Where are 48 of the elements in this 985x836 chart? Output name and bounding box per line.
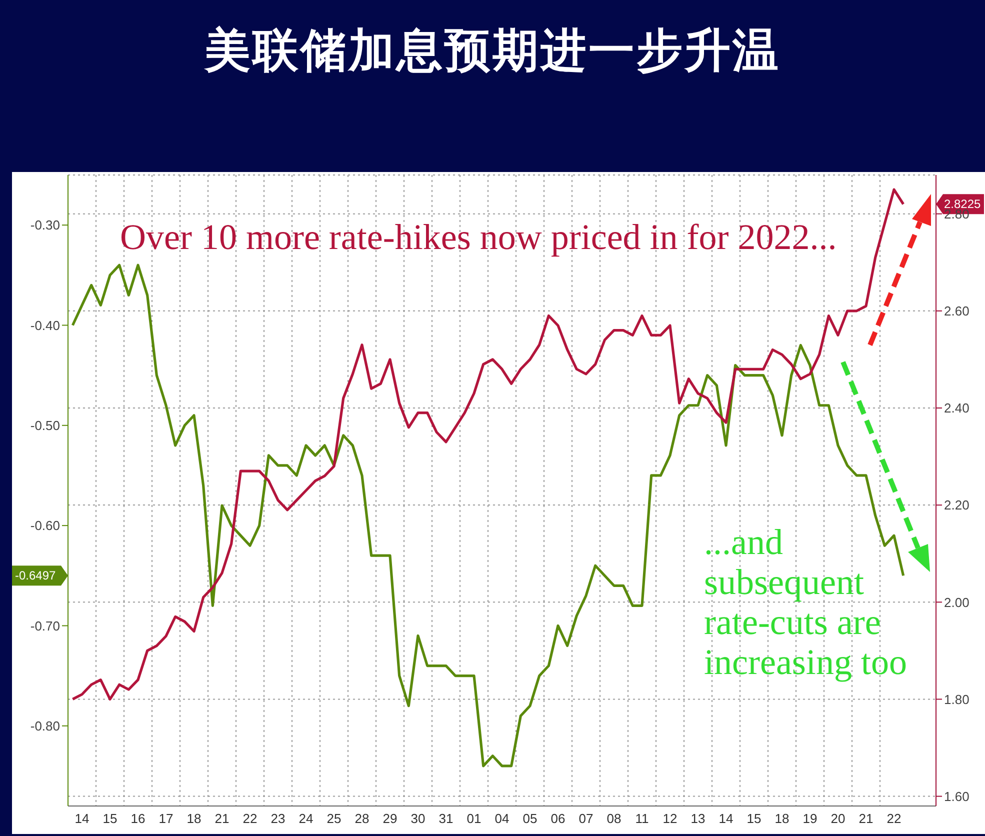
x-tick-label: 16 [130, 811, 146, 826]
x-tick-label: 06 [550, 811, 566, 826]
x-tick-label: 22 [886, 811, 902, 826]
y2-tick-label: 2.60 [944, 304, 970, 319]
x-tick-label: 17 [158, 811, 174, 826]
y-tick-label: -0.80 [30, 718, 60, 734]
x-tick-label: 14 [74, 811, 90, 826]
y-tick-label: -0.50 [30, 418, 60, 434]
x-tick-label: 18 [774, 811, 790, 826]
x-tick-label: 25 [326, 811, 342, 826]
y-tick-label: -0.30 [30, 218, 60, 233]
text: -0.6497 [15, 568, 56, 583]
x-tick-label: 31 [438, 811, 454, 826]
x-tick-label: 14 [718, 811, 734, 826]
x-tick-label: 22 [242, 811, 258, 826]
y2-tick-label: 1.60 [944, 788, 970, 804]
x-tick-label: 05 [522, 811, 538, 826]
x-tick-label: 15 [746, 811, 762, 826]
y-tick-label: -0.70 [30, 618, 60, 634]
line-series [71, 264, 905, 768]
line-series [71, 188, 905, 701]
x-tick-label: 29 [382, 811, 398, 826]
x-tick-label: 15 [102, 811, 118, 826]
x-tick-label: 08 [606, 811, 622, 826]
x-tick-label: 07 [578, 811, 594, 826]
annotation: ...and subsequent rate-cuts are increasing too [704, 522, 908, 682]
y2-tick-label: 2.40 [944, 400, 970, 416]
x-tick-label: 12 [662, 811, 678, 826]
y2-tick-label: 2.20 [944, 498, 970, 513]
y2-tick-label: 2.00 [944, 594, 970, 610]
x-tick-label: 19 [802, 811, 818, 826]
y-tick-label: -0.60 [30, 518, 60, 534]
x-tick-label: 21 [214, 811, 230, 826]
x-tick-label: 28 [354, 811, 370, 826]
x-tick-label: 01 [466, 811, 482, 826]
x-tick-label: 18 [186, 811, 202, 826]
x-tick-label: 23 [270, 811, 286, 826]
x-tick-label: 13 [690, 811, 706, 826]
x-tick-label: 20 [830, 811, 846, 826]
annotation: Over 10 more rate-hikes now priced in for 2022... [120, 216, 837, 258]
x-tick-label: 21 [858, 811, 874, 826]
x-tick-label: 24 [298, 811, 314, 826]
x-tick-label: 04 [494, 811, 510, 826]
y2-tick-label: 1.80 [944, 692, 970, 707]
chart-title: 美联储加息预期进一步升温 [203, 22, 782, 79]
x-tick-label: 30 [410, 811, 426, 826]
x-tick-label: 11 [635, 811, 649, 826]
y-tick-label: -0.40 [30, 318, 60, 333]
